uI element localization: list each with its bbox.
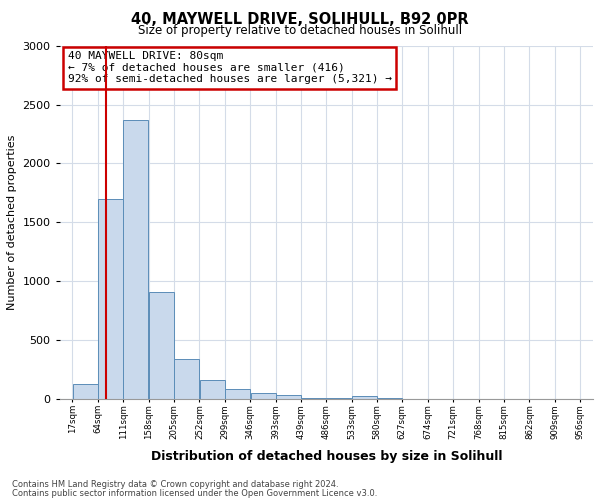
Text: 40 MAYWELL DRIVE: 80sqm
← 7% of detached houses are smaller (416)
92% of semi-de: 40 MAYWELL DRIVE: 80sqm ← 7% of detached… bbox=[68, 51, 392, 84]
Bar bbox=[276, 395, 301, 398]
Bar bbox=[98, 198, 123, 398]
Bar bbox=[251, 393, 275, 398]
Text: 40, MAYWELL DRIVE, SOLIHULL, B92 0PR: 40, MAYWELL DRIVE, SOLIHULL, B92 0PR bbox=[131, 12, 469, 28]
Bar bbox=[175, 358, 199, 399]
Bar bbox=[73, 384, 98, 398]
Text: Contains HM Land Registry data © Crown copyright and database right 2024.: Contains HM Land Registry data © Crown c… bbox=[12, 480, 338, 489]
X-axis label: Distribution of detached houses by size in Solihull: Distribution of detached houses by size … bbox=[151, 450, 502, 463]
Text: Contains public sector information licensed under the Open Government Licence v3: Contains public sector information licen… bbox=[12, 488, 377, 498]
Text: Size of property relative to detached houses in Solihull: Size of property relative to detached ho… bbox=[138, 24, 462, 37]
Bar bbox=[149, 292, 174, 399]
Bar bbox=[225, 388, 250, 398]
Y-axis label: Number of detached properties: Number of detached properties bbox=[7, 134, 17, 310]
Bar bbox=[200, 380, 224, 398]
Bar bbox=[352, 396, 377, 398]
Bar bbox=[124, 120, 148, 398]
